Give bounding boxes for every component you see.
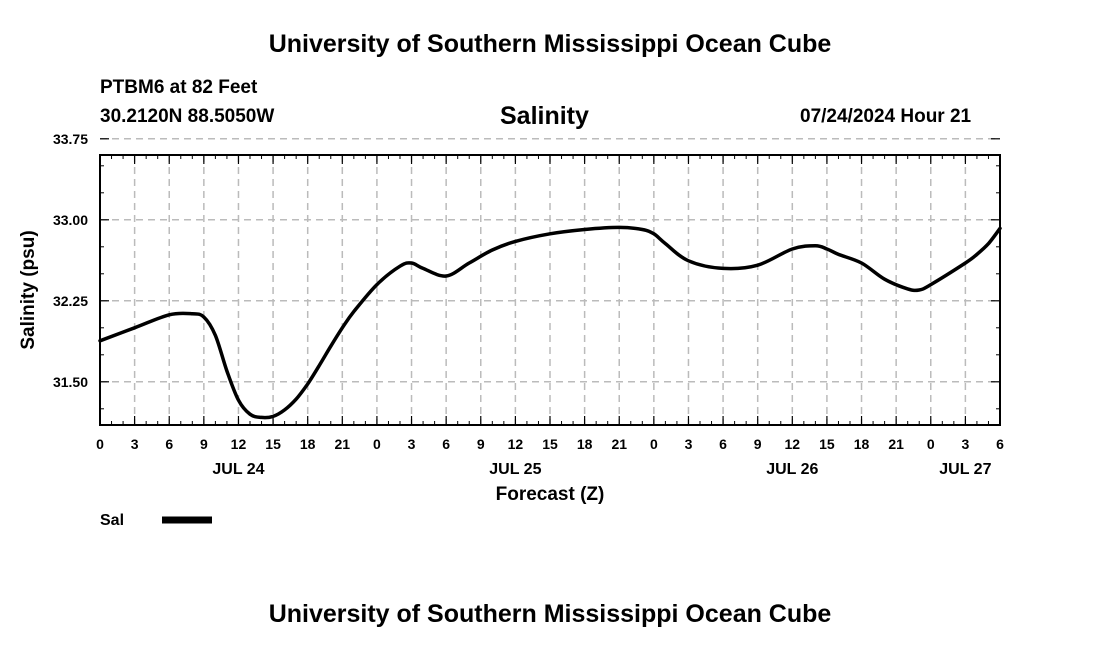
- date-label: JUL 26: [766, 461, 818, 478]
- x-tick-label: 21: [888, 436, 904, 452]
- chart-title: Salinity: [500, 102, 589, 130]
- x-axis-label: Forecast (Z): [496, 484, 605, 505]
- x-tick-label: 3: [961, 436, 969, 452]
- x-tick-label: 21: [611, 436, 627, 452]
- coordinates-label: 30.2120N 88.5050W: [100, 106, 275, 127]
- x-tick-label: 21: [335, 436, 351, 452]
- x-tick-label: 12: [508, 436, 524, 452]
- y-tick-label: 32.25: [53, 293, 88, 309]
- x-tick-label: 6: [719, 436, 727, 452]
- x-tick-label: 3: [685, 436, 693, 452]
- forecast-datetime: 07/24/2024 Hour 21: [800, 106, 972, 127]
- page-title-bottom: University of Southern Mississippi Ocean…: [268, 600, 832, 628]
- x-axis-ticks: 0 3 6 9 12 15 18 21 0 3 6 9 12 15 18 21 0 3 6 9 12 15 18 21 0 3 6J…: [96, 155, 1004, 478]
- x-tick-label: 3: [131, 436, 139, 452]
- legend-label: Sal: [100, 512, 124, 529]
- y-axis-label: Salinity (psu): [18, 230, 39, 349]
- y-tick-label: 31.50: [53, 374, 88, 390]
- x-tick-label: 15: [265, 436, 281, 452]
- x-tick-label: 18: [300, 436, 316, 452]
- x-tick-label: 6: [442, 436, 450, 452]
- x-tick-label: 0: [96, 436, 104, 452]
- series-line-sal: [98, 225, 1002, 420]
- x-tick-label: 6: [165, 436, 173, 452]
- x-tick-label: 0: [650, 436, 658, 452]
- y-tick-label: 33.75: [53, 131, 88, 147]
- x-tick-label: 12: [231, 436, 247, 452]
- chart-grid: [100, 138, 1000, 425]
- date-label: JUL 24: [212, 461, 264, 478]
- x-tick-label: 15: [819, 436, 835, 452]
- x-tick-label: 15: [542, 436, 558, 452]
- x-tick-label: 3: [408, 436, 416, 452]
- x-tick-label: 6: [996, 436, 1004, 452]
- y-tick-label: 33.00: [53, 212, 88, 228]
- x-tick-label: 18: [577, 436, 593, 452]
- station-label: PTBM6 at 82 Feet: [100, 77, 258, 98]
- x-tick-label: 18: [854, 436, 870, 452]
- x-tick-label: 0: [927, 436, 935, 452]
- x-tick-label: 9: [200, 436, 208, 452]
- x-tick-label: 9: [754, 436, 762, 452]
- y-axis-ticks: 31.50 32.25 33.00 33.75: [53, 131, 1000, 410]
- x-tick-label: 0: [373, 436, 381, 452]
- page-title-top: University of Southern Mississippi Ocean…: [268, 30, 832, 58]
- date-label: JUL 25: [489, 461, 541, 478]
- x-tick-label: 12: [785, 436, 801, 452]
- date-label: JUL 27: [939, 461, 991, 478]
- x-tick-label: 9: [477, 436, 485, 452]
